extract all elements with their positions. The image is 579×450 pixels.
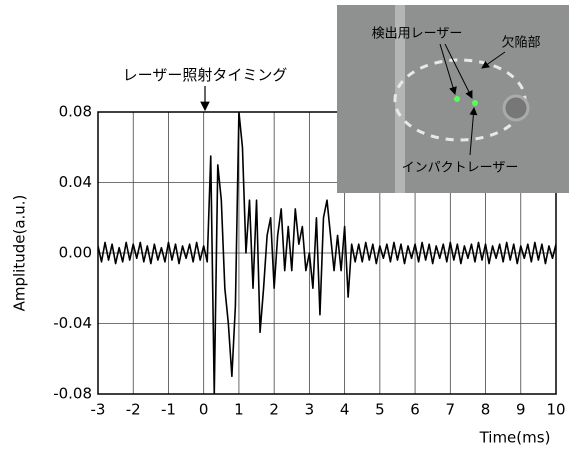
- y-tick-label: 0.00: [59, 244, 92, 262]
- x-tick-label: 8: [481, 401, 491, 419]
- y-axis-label: Amplitude(a.u.): [11, 195, 29, 312]
- x-tick-label: 10: [546, 401, 565, 419]
- x-tick-label: 3: [305, 401, 315, 419]
- x-tick-label: 5: [375, 401, 385, 419]
- waveform-line: [98, 112, 556, 394]
- laser-spot: [472, 100, 478, 106]
- photo-hole: [502, 94, 530, 122]
- x-tick-label: 0: [199, 401, 209, 419]
- photo: [337, 5, 569, 193]
- inset-label: 検出用レーザー: [372, 27, 463, 42]
- x-tick-label: 4: [340, 401, 350, 419]
- inset-label: 欠陥部: [501, 35, 540, 51]
- x-tick-label: 6: [410, 401, 420, 419]
- y-tick-label: 0.08: [59, 103, 92, 121]
- x-axis-label: Time(ms): [479, 429, 551, 447]
- x-tick-label: 7: [446, 401, 456, 419]
- plot-area: [98, 112, 556, 394]
- x-tick-label: 2: [269, 401, 279, 419]
- x-tick-label: -2: [126, 401, 141, 419]
- x-tick-label: -3: [91, 401, 106, 419]
- y-tick-label: 0.04: [59, 173, 92, 191]
- annotation: レーザー照射タイミング: [123, 66, 288, 84]
- inset-photo: 検出用レーザー 欠陥部 インパクトレーザー: [337, 5, 569, 193]
- laser-spot: [454, 96, 460, 102]
- plot-frame: [97, 111, 557, 395]
- photo-pipe: [395, 5, 405, 193]
- y-tick-label: -0.08: [53, 385, 92, 403]
- y-tick-label: -0.04: [53, 314, 92, 332]
- inset-arrows: [439, 43, 506, 156]
- inset-label: インパクトレーザー: [402, 161, 519, 176]
- x-tick-label: -1: [161, 401, 176, 419]
- x-tick-label: 1: [234, 401, 244, 419]
- x-tick-label: 9: [516, 401, 526, 419]
